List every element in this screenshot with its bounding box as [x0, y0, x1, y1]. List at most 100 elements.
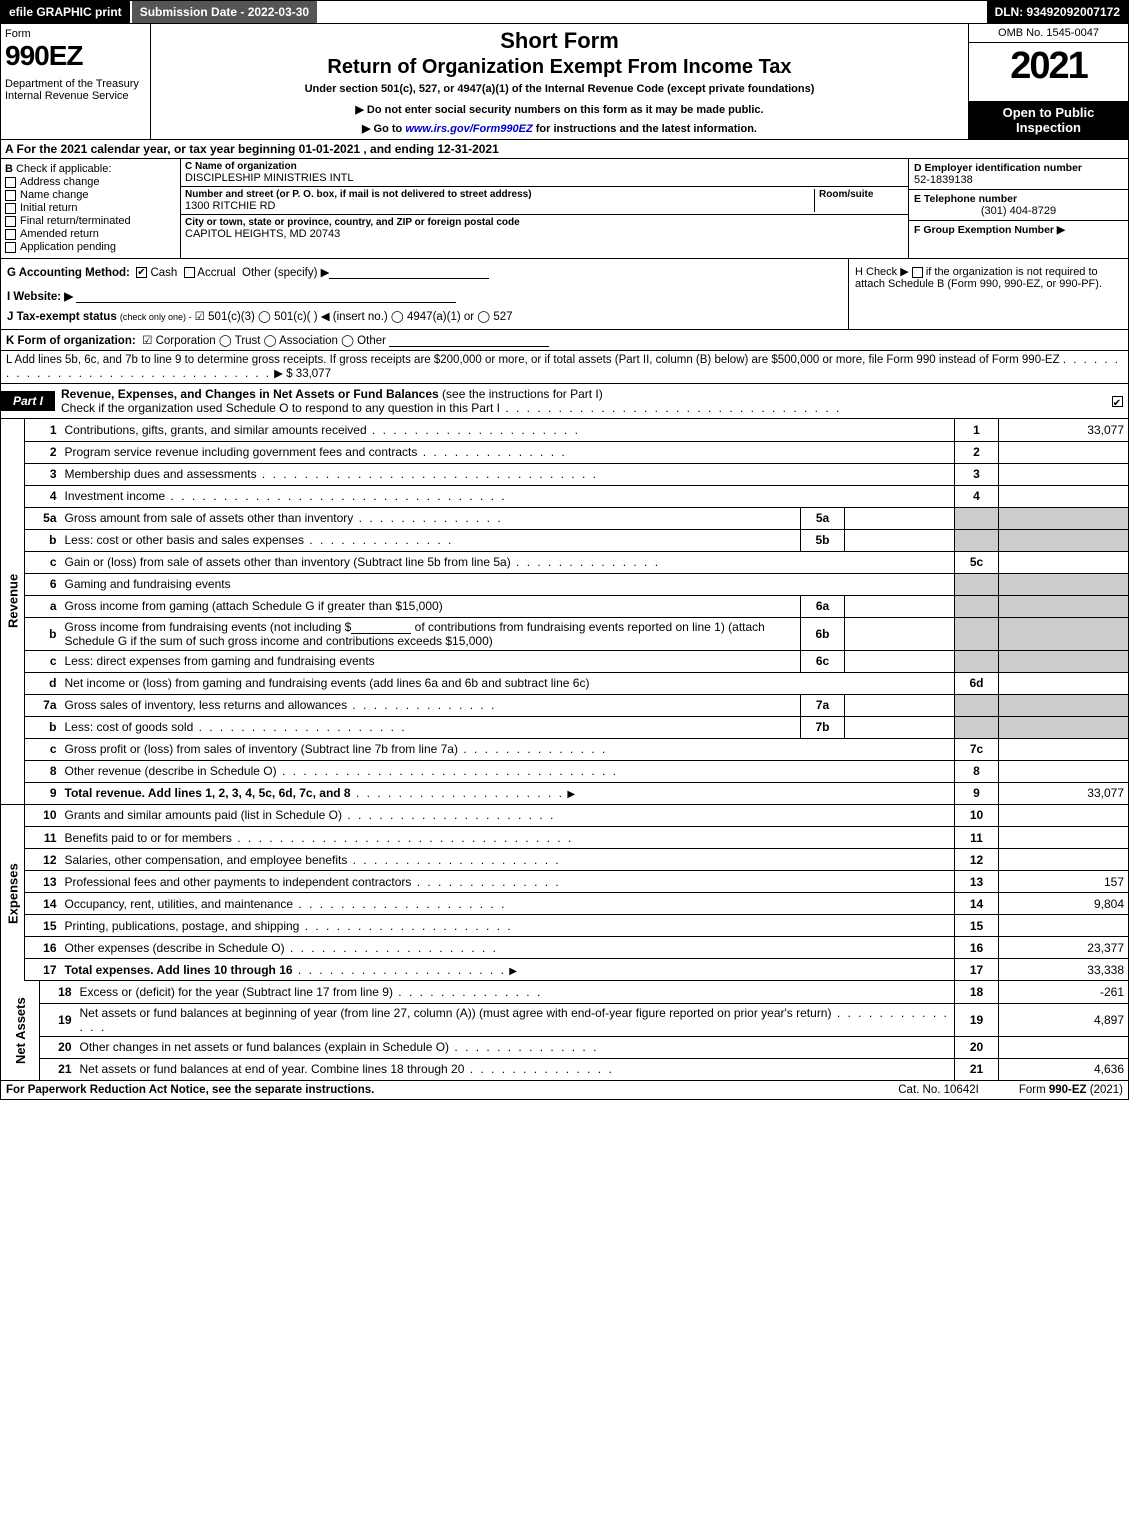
department: Department of the Treasury Internal Reve…	[5, 78, 146, 102]
col-val	[999, 805, 1129, 827]
row-a-calendar-year: A For the 2021 calendar year, or tax yea…	[0, 140, 1129, 159]
checkbox-icon[interactable]	[5, 216, 16, 227]
part1-title-main: Revenue, Expenses, and Changes in Net As…	[61, 387, 439, 401]
dots-icon	[464, 1062, 613, 1076]
netassets-table: Net Assets 18 Excess or (deficit) for th…	[0, 981, 1129, 1081]
checkbox-icon[interactable]	[5, 229, 16, 240]
col-num: 4	[955, 485, 999, 507]
col-val	[999, 463, 1129, 485]
website-field[interactable]	[76, 291, 456, 303]
tax-year: 2021	[969, 43, 1128, 90]
col-num: 11	[955, 827, 999, 849]
col-val	[999, 551, 1129, 573]
col-num: 10	[955, 805, 999, 827]
desc-text: Total revenue. Add lines 1, 2, 3, 4, 5c,…	[65, 786, 351, 800]
row-k: K Form of organization: ☑ Corporation ◯ …	[0, 330, 1129, 351]
shaded-cell	[955, 716, 999, 738]
line-5b: b Less: cost or other basis and sales ex…	[1, 529, 1129, 551]
line-desc: Program service revenue including govern…	[61, 441, 955, 463]
inner-val	[845, 650, 955, 672]
j-options[interactable]: ☑ 501(c)(3) ◯ 501(c)( ) ◀ (insert no.) ◯…	[195, 311, 513, 323]
inner-val	[845, 716, 955, 738]
ein-value: 52-1839138	[914, 174, 1123, 186]
room-suite-label: Room/suite	[814, 189, 904, 212]
k-other-blank[interactable]	[389, 335, 549, 347]
c-name-label: C Name of organization	[185, 161, 904, 172]
line-desc: Less: cost of goods sold	[61, 716, 801, 738]
org-street: 1300 RITCHIE RD	[185, 200, 810, 212]
efile-graphic-print[interactable]: efile GRAPHIC print	[1, 1, 130, 23]
col-num: 8	[955, 760, 999, 782]
checkbox-icon[interactable]	[1112, 396, 1123, 407]
h-checkbox[interactable]	[912, 267, 923, 278]
line-7b: b Less: cost of goods sold 7b	[1, 716, 1129, 738]
omb-number: OMB No. 1545-0047	[969, 24, 1128, 43]
col-num: 13	[955, 871, 999, 893]
line-1: Revenue 1 Contributions, gifts, grants, …	[1, 419, 1129, 441]
dots-icon	[193, 720, 406, 734]
g-other-blank[interactable]	[329, 267, 489, 279]
b-initial-return[interactable]: Initial return	[5, 202, 176, 214]
k-options[interactable]: ☑ Corporation ◯ Trust ◯ Association ◯ Ot…	[142, 335, 386, 347]
line-desc: Total expenses. Add lines 10 through 16	[61, 959, 955, 981]
col-num: 17	[955, 959, 999, 981]
b-application-pending[interactable]: Application pending	[5, 241, 176, 253]
line-desc: Printing, publications, postage, and shi…	[61, 915, 955, 937]
b-name-change[interactable]: Name change	[5, 189, 176, 201]
line-desc: Gross income from fundraising events (no…	[61, 617, 801, 650]
e-phone-label: E Telephone number	[914, 193, 1123, 205]
line-desc: Net assets or fund balances at end of ye…	[76, 1058, 955, 1080]
dots-icon	[285, 941, 498, 955]
shaded-cell	[999, 573, 1129, 595]
checkbox-icon[interactable]	[5, 177, 16, 188]
dots-icon	[347, 853, 560, 867]
shaded-cell	[999, 716, 1129, 738]
arrow-icon	[567, 786, 578, 800]
line-10: Expenses 10 Grants and similar amounts p…	[1, 805, 1129, 827]
desc-text: Professional fees and other payments to …	[65, 875, 412, 889]
shaded-cell	[955, 573, 999, 595]
dots-icon	[511, 555, 660, 569]
dots-icon	[393, 985, 542, 999]
goto-link[interactable]: www.irs.gov/Form990EZ	[405, 123, 532, 135]
checkbox-icon[interactable]	[5, 203, 16, 214]
c-city-label: City or town, state or province, country…	[185, 217, 904, 228]
section-c: C Name of organization DISCIPLESHIP MINI…	[181, 159, 908, 258]
desc-text: Membership dues and assessments	[65, 467, 257, 481]
line-num: 13	[25, 871, 61, 893]
dots-icon	[458, 742, 607, 756]
line-5c: c Gain or (loss) from sale of assets oth…	[1, 551, 1129, 573]
part1-check[interactable]	[1106, 394, 1128, 408]
open-to-public: Open to Public Inspection	[969, 101, 1128, 139]
header-right: OMB No. 1545-0047 2021 Open to Public In…	[968, 24, 1128, 139]
checkbox-icon[interactable]	[5, 242, 16, 253]
line-desc: Gross profit or (loss) from sales of inv…	[61, 738, 955, 760]
dots-icon	[417, 445, 566, 459]
col-val: 9,804	[999, 893, 1129, 915]
g-cash-check[interactable]	[136, 267, 147, 278]
desc-text: Total expenses. Add lines 10 through 16	[65, 963, 293, 977]
form-title: Return of Organization Exempt From Incom…	[157, 56, 962, 79]
b-address-change[interactable]: Address change	[5, 176, 176, 188]
form-ref: Form 990-EZ (2021)	[1019, 1084, 1123, 1096]
desc-text: Other revenue (describe in Schedule O)	[65, 764, 277, 778]
b-amended-return[interactable]: Amended return	[5, 228, 176, 240]
b-final-return[interactable]: Final return/terminated	[5, 215, 176, 227]
line-num: 2	[25, 441, 61, 463]
desc-text: Occupancy, rent, utilities, and maintena…	[65, 897, 294, 911]
col-val	[999, 849, 1129, 871]
col-val: 4,636	[999, 1058, 1129, 1080]
line-desc: Investment income	[61, 485, 955, 507]
topbar: efile GRAPHIC print Submission Date - 20…	[0, 0, 1129, 24]
line-16: 16 Other expenses (describe in Schedule …	[1, 937, 1129, 959]
line-desc: Gross amount from sale of assets other t…	[61, 507, 801, 529]
e-phone: E Telephone number (301) 404-8729	[909, 190, 1128, 221]
checkbox-icon[interactable]	[5, 190, 16, 201]
section-def: D Employer identification number 52-1839…	[908, 159, 1128, 258]
g-accrual-check[interactable]	[184, 267, 195, 278]
col-val: 4,897	[999, 1003, 1129, 1036]
blank-field[interactable]	[351, 622, 411, 634]
dots-icon	[449, 1040, 598, 1054]
inner-num: 5b	[801, 529, 845, 551]
dots-icon	[299, 919, 512, 933]
